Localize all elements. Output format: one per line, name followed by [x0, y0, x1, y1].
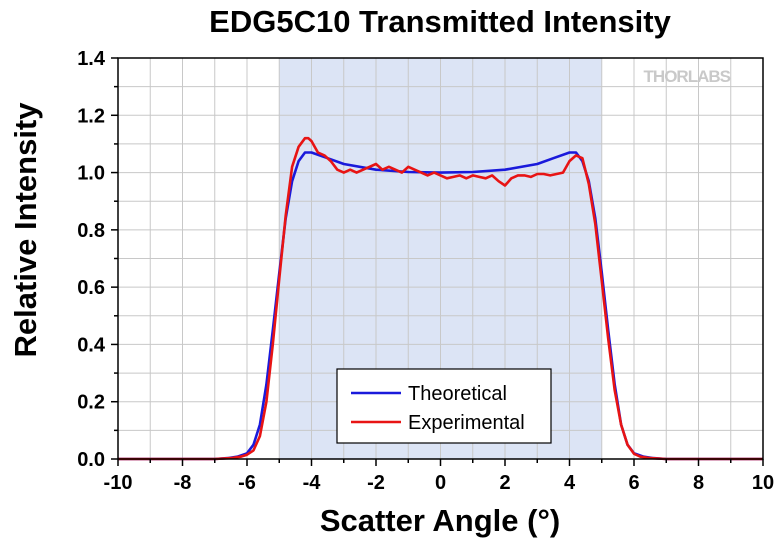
x-tick-label: 10: [752, 472, 774, 494]
y-tick-label: 0.4: [77, 334, 106, 356]
x-tick-label: -4: [303, 472, 322, 494]
y-tick-label: 1.0: [77, 163, 105, 185]
chart-title: EDG5C10 Transmitted Intensity: [209, 4, 671, 39]
x-tick-label: -6: [238, 472, 256, 494]
x-tick-label: 4: [564, 472, 576, 494]
y-tick-label: 0.6: [77, 277, 105, 299]
y-tick-label: 1.4: [77, 48, 106, 70]
legend-label-experimental: Experimental: [408, 412, 525, 434]
y-tick-label: 0.0: [77, 449, 105, 471]
y-tick-label: 0.2: [77, 392, 105, 414]
x-tick-label: -10: [104, 472, 133, 494]
thorlabs-watermark: THORLABS: [644, 67, 731, 86]
x-axis-label: Scatter Angle (°): [320, 503, 560, 538]
x-tick-label: 0: [435, 472, 446, 494]
x-tick-label: 8: [693, 472, 704, 494]
x-tick-label: 6: [628, 472, 639, 494]
x-tick-label: -2: [367, 472, 385, 494]
series-line-experimental: [118, 136, 763, 461]
x-tick-label: -8: [174, 472, 192, 494]
legend-label-theoretical: Theoretical: [408, 383, 507, 405]
x-tick-label: 2: [499, 472, 510, 494]
plot-area: -10 -8 -6 -4 -2 0 2 4 6 8 10 0.0 0.2 0.4 0.6 0.8 1.0 1.2 1…: [77, 48, 774, 494]
y-axis-label: Relative Intensity: [8, 102, 43, 358]
y-tick-label: 0.8: [77, 220, 105, 242]
y-tick-label: 1.2: [77, 105, 105, 127]
legend-box: [336, 368, 552, 444]
